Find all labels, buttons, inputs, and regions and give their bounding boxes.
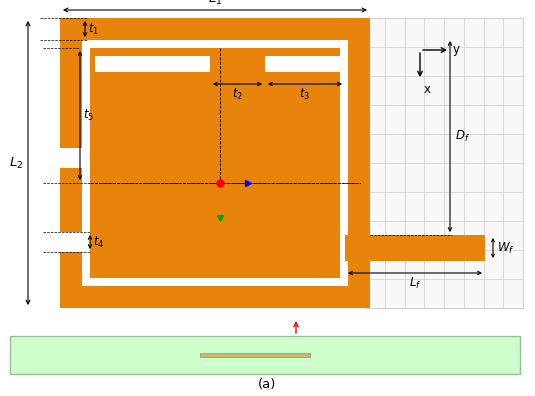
Bar	[90, 48, 340, 278]
Text: $L_f$: $L_f$	[409, 276, 421, 291]
Text: $D_f$: $D_f$	[455, 129, 470, 144]
Bar	[345, 235, 485, 261]
Text: $W_f$: $W_f$	[497, 240, 515, 255]
Text: $t_2$: $t_2$	[232, 87, 243, 102]
Text: $L_1$: $L_1$	[208, 0, 222, 7]
Text: $t_3$: $t_3$	[300, 87, 311, 102]
Text: $t_1$: $t_1$	[88, 21, 99, 36]
Text: y: y	[453, 44, 460, 57]
Bar	[95, 56, 210, 72]
Bar	[82, 40, 348, 286]
Text: $t_4$: $t_4$	[93, 234, 104, 249]
Bar	[265, 56, 345, 72]
Bar	[200, 353, 310, 357]
Text: x: x	[424, 83, 431, 96]
Text: $t_5$: $t_5$	[83, 108, 94, 123]
Text: (a): (a)	[258, 378, 277, 391]
Bar	[60, 148, 82, 168]
Text: $L_2$: $L_2$	[9, 156, 23, 171]
Bar	[10, 336, 520, 374]
Bar	[60, 18, 370, 308]
Bar	[60, 232, 82, 252]
Bar	[365, 18, 523, 308]
